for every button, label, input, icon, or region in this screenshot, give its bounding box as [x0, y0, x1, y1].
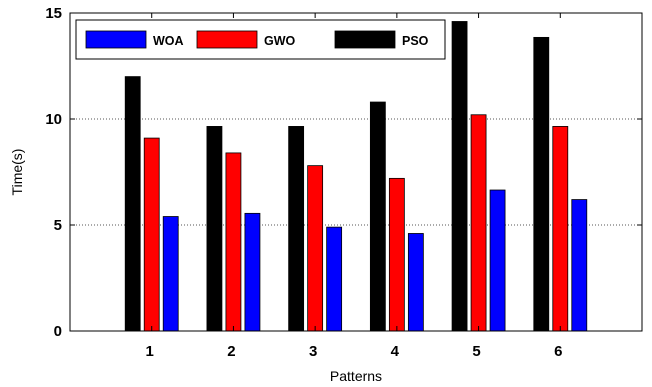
bar-pso-3	[288, 126, 305, 332]
y-axis-label: Time(s)	[9, 149, 25, 196]
legend-swatch-woa	[85, 30, 147, 49]
x-tick-label: 1	[146, 343, 154, 360]
grid-lines	[70, 118, 642, 226]
bars-group	[124, 21, 588, 332]
bar-pso-6	[533, 36, 550, 332]
x-tick-label: 2	[227, 343, 235, 360]
bar-gwo-6	[552, 126, 569, 332]
y-tick-labels: 0 5 10 15	[45, 5, 62, 340]
y-tick-label: 15	[45, 5, 62, 22]
bar-gwo-2	[225, 152, 242, 332]
bar-gwo-4	[388, 177, 405, 332]
legend-swatch-gwo	[196, 30, 258, 49]
axis-ticks	[70, 12, 642, 332]
legend: WOA GWO PSO	[75, 19, 446, 60]
bar-gwo-1	[143, 137, 160, 332]
bar-woa-1	[162, 216, 179, 332]
bar-pso-4	[369, 101, 386, 332]
y-tick-label: 0	[54, 323, 62, 340]
bar-gwo-3	[307, 165, 324, 332]
bar-pso-2	[206, 126, 223, 332]
x-tick-label: 6	[554, 343, 562, 360]
legend-label-pso: PSO	[402, 34, 429, 48]
bar-woa-2	[244, 212, 261, 332]
bar-woa-4	[407, 233, 424, 332]
legend-label-woa: WOA	[153, 34, 184, 48]
bar-gwo-5	[470, 114, 487, 332]
legend-label-gwo: GWO	[264, 34, 296, 48]
legend-swatch-pso	[334, 30, 396, 49]
bar-woa-6	[571, 199, 588, 332]
x-tick-label: 4	[391, 343, 400, 360]
x-axis-label: Patterns	[330, 368, 382, 384]
bar-pso-5	[451, 21, 468, 332]
x-tick-label: 3	[309, 343, 317, 360]
bar-woa-5	[489, 189, 506, 332]
bar-pso-1	[124, 76, 141, 332]
bar-woa-3	[326, 226, 343, 332]
plot-frame	[69, 12, 643, 332]
x-tick-labels: 1 2 3 4 5 6	[146, 343, 563, 360]
y-tick-label: 5	[54, 217, 62, 234]
x-tick-label: 5	[472, 343, 480, 360]
y-tick-label: 10	[45, 111, 62, 128]
